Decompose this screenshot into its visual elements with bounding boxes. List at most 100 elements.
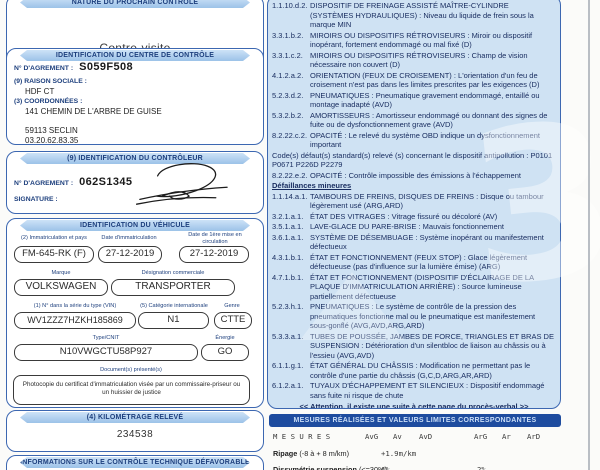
centre-coordonnees-label: (3) COORDONNÉES : <box>14 98 83 105</box>
defect-code: 4.3.1.b.1. <box>272 252 304 262</box>
vehicle-make-label: Marque <box>51 270 71 276</box>
defect-text: ÉTAT ET FONCTIONNEMENT (DISPOSITIF D'ÉCL… <box>310 272 534 301</box>
defect-item: 4.3.1.b.1. ÉTAT ET FONCTIONNEMENT (FEUX S… <box>272 253 556 272</box>
defect-code: 5.2.3.d.2. <box>272 90 304 100</box>
vehicle-documents: Photocopie du certificat d'immatriculati… <box>13 375 250 405</box>
section-header-centre: IDENTIFICATION DU CENTRE DE CONTRÔLE <box>20 50 250 61</box>
measures-header-row: M E S U R E S AvG Av AvD ArG Ar ArD <box>269 432 561 444</box>
defect-code: 6.1.1.g.1. <box>272 361 304 370</box>
measures-header-bar: MESURES RÉALISÉES ET VALEURS LIMITES COR… <box>269 414 561 427</box>
defects-list: 1.1.10.d.2. DISPOSITIF DE FREINAGE ASSIST… <box>272 1 556 409</box>
defect-text: OPACITÉ : Le relevé du système OBD indiq… <box>310 130 540 150</box>
defect-text: ORIENTATION (FEUX DE CROISEMENT) : L'ori… <box>310 70 540 90</box>
measure-label: Dissymétrie suspension (<=30%) <box>273 465 387 470</box>
defect-item: 6.1.2.a.1. TUYAUX D'ÉCHAPPEMENT ET SILENC… <box>272 381 556 400</box>
inspector-agrement-label: N° D'AGREMENT : <box>14 180 74 187</box>
vehicle-model-label: Désignation commerciale <box>141 270 205 276</box>
defect-code: 3.2.1.a.1. <box>272 211 304 221</box>
defect-text: MIROIRS OU DISPOSITIFS RÉTROVISEURS : Mi… <box>310 30 533 50</box>
scan-page-edge <box>588 0 590 470</box>
defect-code: 5.3.3.a.1. <box>272 331 304 341</box>
measures-column-ArG: ArG <box>474 432 488 441</box>
centre-address: 141 CHEMIN DE L'ARBRE DE GUISE <box>25 107 162 116</box>
defect-code: 8.2.22.c.2. <box>272 130 308 140</box>
section-header-unfavourable: INFORMATIONS SUR LE CONTRÔLE TECHNIQUE D… <box>20 459 250 466</box>
defect-code: 5.2.3.h.1. <box>272 302 304 311</box>
measures-table: M E S U R E S AvG Av AvD ArG Ar ArD Ripage (-8 … <box>269 429 561 470</box>
centre-phone: 03.20.62.83.35 <box>25 136 79 145</box>
defect-code: 8.2.22.e.2. <box>272 170 308 180</box>
defect-text: TAMBOURS DE FREINS, DISQUES DE FREINS : … <box>310 191 544 211</box>
defect-item: 8.2.22.c.2. OPACITÉ : Le relevé du systèm… <box>272 131 556 150</box>
defect-item: 3.2.1.a.1. ÉTAT DES VITRAGES : Vitrage fi… <box>272 212 556 222</box>
vehicle-date-immat: 27-12-2019 <box>98 246 162 263</box>
section-header-vehicle: IDENTIFICATION DU VÉHICULE <box>20 220 250 231</box>
defect-item: 1.1.14.a.1. TAMBOURS DE FREINS, DISQUES D… <box>272 192 556 211</box>
defect-text: ÉTAT ET FONCTIONNEMENT (FEUX STOP) : Gla… <box>310 252 528 272</box>
defect-item: 5.3.3.a.1. TUBES DE POUSSÉE, JAMBES DE FO… <box>272 332 556 361</box>
defect-item: 4.1.2.a.2. ORIENTATION (FEUX DE CROISEMEN… <box>272 71 556 90</box>
panel-mileage: (4) KILOMÉTRAGE RELEVÉ 234538 <box>6 410 264 452</box>
defect-item: << Attention, il existe une suite à cett… <box>299 402 529 409</box>
vehicle-model: TRANSPORTER <box>111 279 235 296</box>
vehicle-energy: GO <box>201 344 249 361</box>
defect-code: 3.6.1.a.1. <box>272 232 304 242</box>
panel-unfavourable-info: INFORMATIONS SUR LE CONTRÔLE TECHNIQUE D… <box>6 455 264 470</box>
defect-code: 3.3.1.c.2. <box>272 50 303 60</box>
defect-item: 8.2.22.e.2. OPACITÉ : Contrôle impossible… <box>272 171 556 181</box>
measures-column-AvD: AvD <box>419 432 433 441</box>
vehicle-plate: FM-645-RK (F) <box>14 246 94 263</box>
measures-row-header: M E S U R E S <box>273 432 331 441</box>
defect-code: 4.1.2.a.2. <box>272 70 304 80</box>
vehicle-immat-label: (2) Immatriculation et pays <box>21 235 87 241</box>
defect-text: TUYAUX D'ÉCHAPPEMENT ET SILENCIEUX : Dis… <box>310 381 545 400</box>
defect-text: LAVE-GLACE DU PARE-BRISE : Mauvais fonct… <box>310 222 504 231</box>
vehicle-date-immat-label: Date d'immatriculation <box>101 235 157 241</box>
vehicle-vin: WV1ZZZ7HZKH185869 <box>14 312 136 329</box>
measure-value: +1.9m/km <box>381 449 417 458</box>
section-header-mileage: (4) KILOMÉTRAGE RELEVÉ <box>20 412 250 423</box>
section-header-inspector: (9) IDENTIFICATION DU CONTRÔLEUR <box>20 153 250 164</box>
measures-column-Av: Av <box>393 432 402 441</box>
vehicle-make: VOLKSWAGEN <box>14 279 108 296</box>
defect-code: 4.7.1.b.1. <box>272 272 304 282</box>
measures-row: Dissymétrie suspension (<=30%) 4% 2% <box>269 465 561 470</box>
vehicle-date-mec: 27-12-2019 <box>179 246 249 263</box>
measures-column-ArD: ArD <box>527 432 541 441</box>
defect-code: 1.1.14.a.1. <box>272 191 308 201</box>
defect-text: TUBES DE POUSSÉE, JAMBES DE FORCE, TRIAN… <box>310 331 554 360</box>
vehicle-category-label: (5) Catégorie internationale <box>140 303 208 309</box>
measure-label: Ripage (-8 à + 8 m/km) <box>273 449 350 458</box>
mileage-value: 234538 <box>116 429 154 440</box>
defect-text: ÉTAT GÉNÉRAL DU CHÂSSIS : Modification n… <box>310 361 531 380</box>
vehicle-type-label: Type/CNIT <box>92 335 120 341</box>
defect-text: MIROIRS OU DISPOSITIFS RÉTROVISEURS : Ch… <box>310 50 528 70</box>
defect-item: Code(s) défaut(s) standard(s) relevé (s)… <box>272 150 553 170</box>
defect-item: 3.3.1.c.2. MIROIRS OU DISPOSITIFS RÉTROVI… <box>272 51 556 70</box>
measures-column-Ar: Ar <box>502 432 511 441</box>
defect-code: 1.1.10.d.2. <box>272 1 308 10</box>
inspector-signature-label: SIGNATURE : <box>14 196 58 203</box>
vehicle-documents-label: Document(s) présenté(s) <box>100 367 162 373</box>
defect-code: 6.1.2.a.1. <box>272 381 304 390</box>
measure-value: 4% <box>381 465 390 470</box>
inspector-body: N° D'AGREMENT : 062S1345 SIGNATURE : <box>14 176 132 203</box>
defect-text: DISPOSITIF DE FREINAGE ASSISTÉ MAÎTRE-CY… <box>310 1 534 29</box>
panel-inspector: (9) IDENTIFICATION DU CONTRÔLEUR N° D'AG… <box>6 151 264 214</box>
section-header-nature: NATURE DU PROCHAIN CONTRÔLE <box>20 0 250 8</box>
centre-raison-sociale: HDF CT <box>25 87 55 96</box>
defect-item: 5.2.3.d.2. PNEUMATIQUES : Pneumatique gra… <box>272 91 556 110</box>
inspector-agrement-number: 062S1345 <box>79 176 133 188</box>
defect-item: 1.1.10.d.2. DISPOSITIF DE FREINAGE ASSIST… <box>272 1 556 30</box>
vehicle-genre: CTTE <box>214 312 252 329</box>
defect-text: OPACITÉ : Contrôle impossible des émissi… <box>310 170 521 180</box>
defect-item: 3.6.1.a.1. SYSTÈME DE DÉSEMBUAGE : Systèm… <box>272 233 556 252</box>
defect-item: 5.3.2.b.2. AMORTISSEURS : Amortisseur end… <box>272 111 556 130</box>
defect-code: 3.5.1.a.1. <box>272 222 304 231</box>
centre-agrement-number: S059F508 <box>79 61 134 73</box>
defect-text: SYSTÈME DE DÉSEMBUAGE : Système inopéran… <box>310 232 544 252</box>
centre-body: N° D'AGREMENT : S059F508 (9) RAISON SOCI… <box>14 62 257 146</box>
panel-defects: 1.1.10.d.2. DISPOSITIF DE FREINAGE ASSIST… <box>267 0 561 409</box>
vehicle-genre-label: Genre <box>224 303 240 309</box>
